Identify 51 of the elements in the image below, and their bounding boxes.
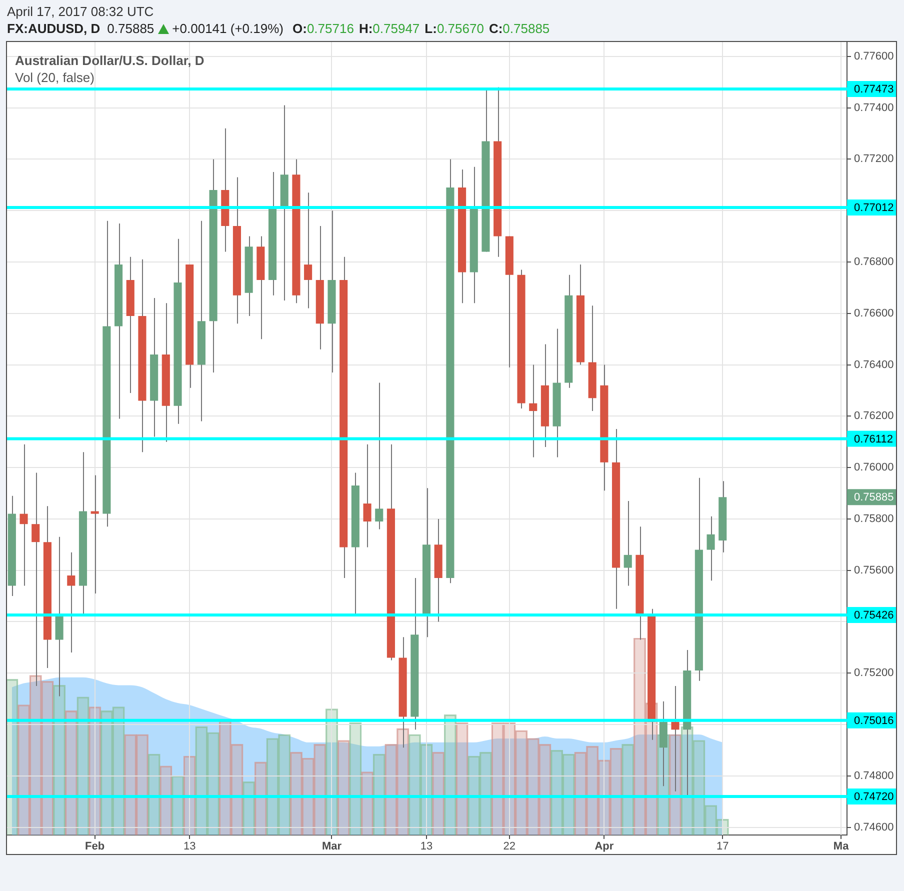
candlestick	[363, 444, 372, 548]
ref-line-label: 0.75426	[854, 610, 894, 622]
x-tick-label: 22	[503, 840, 516, 853]
y-tick-label: 0.75600	[854, 564, 894, 576]
y-tick-label: 0.76000	[854, 462, 894, 474]
y-tick-label: 0.76200	[854, 410, 894, 422]
ref-line-label: 0.75016	[854, 714, 894, 727]
ref-line-label: 0.74720	[854, 790, 894, 803]
y-tick-label: 0.77600	[854, 50, 894, 62]
candlestick	[90, 474, 99, 594]
text: +0.00141 (+0.19%)	[172, 21, 284, 36]
text: Australian Dollar/U.S. Dollar, D	[15, 52, 204, 69]
candlestick	[304, 192, 312, 309]
candlestick	[20, 444, 28, 586]
x-tick-label: Ma	[833, 840, 850, 853]
x-tick-label: 17	[716, 840, 729, 853]
annotation: Vol (20, false)	[15, 69, 96, 86]
candlestick	[67, 552, 76, 654]
y-tick-label: 0.77200	[854, 153, 894, 166]
text: 0.75716	[306, 21, 354, 36]
text: O:	[292, 21, 307, 36]
ref-line-label: 0.77012	[854, 202, 894, 214]
text: April 17, 2017 08:32 UTC	[7, 4, 154, 19]
candlestick	[706, 516, 715, 582]
candlestick	[624, 500, 632, 586]
y-tick-label: 0.75800	[854, 512, 894, 525]
y-tick-label: 0.77400	[854, 102, 894, 114]
ref-line-label: 0.77473	[854, 84, 894, 96]
candlestick	[375, 382, 384, 530]
ref-line-label: 0.76112	[854, 433, 893, 446]
text: C:	[488, 21, 503, 36]
text: L:	[424, 21, 437, 36]
x-tick-label: 13	[183, 840, 196, 853]
y-tick-label: 0.74600	[854, 821, 894, 834]
y-tick-label: 0.76600	[854, 307, 894, 320]
text: H:	[358, 21, 373, 36]
y-tick-label: 0.76400	[854, 358, 894, 371]
x-tick-label: 13	[420, 840, 433, 853]
text: 0.75885	[107, 21, 154, 36]
text: 0.75670	[436, 21, 484, 36]
chart-title: FX:AUDUSD, D	[7, 21, 100, 36]
x-tick-label: Mar	[322, 840, 342, 853]
text: 0.75947	[372, 21, 420, 36]
text: 0.75885	[502, 21, 550, 36]
x-tick-label: Feb	[85, 840, 105, 853]
y-tick-label: 0.75200	[854, 667, 894, 680]
text: 0.75885	[854, 492, 894, 504]
y-tick-label: 0.76800	[854, 256, 894, 268]
candlestick	[529, 364, 538, 458]
y-tick-label: 0.74800	[854, 770, 894, 782]
x-tick-label: Apr	[594, 840, 614, 853]
